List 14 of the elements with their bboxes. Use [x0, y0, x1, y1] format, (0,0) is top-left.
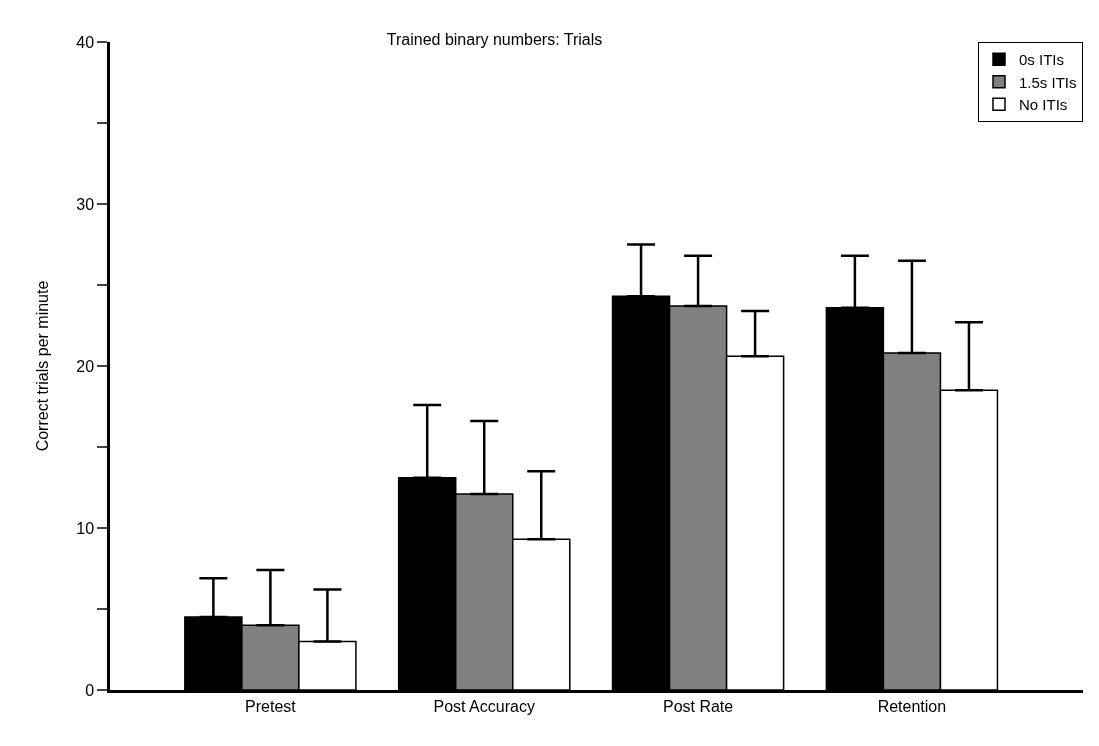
legend-label: 0s ITIs: [1019, 51, 1065, 69]
y-tick-label: 10: [76, 519, 95, 537]
x-tick-label: Post Rate: [662, 697, 734, 715]
y-tick-label: 40: [76, 33, 95, 51]
legend-label: No ITIs: [1019, 96, 1068, 114]
y-tick-label: 20: [76, 357, 95, 375]
x-tick-label: Retention: [877, 697, 947, 715]
y-tick-label: 0: [85, 681, 95, 699]
y-axis-title: Correct trials per minute: [34, 280, 52, 452]
legend-label: 1.5s ITIs: [1019, 73, 1077, 91]
x-tick-label: Pretest: [245, 697, 297, 715]
x-tick-label: Post Accuracy: [433, 697, 535, 715]
chart-title: Trained binary numbers: Trials: [386, 30, 603, 48]
y-tick-label: 30: [76, 195, 95, 213]
